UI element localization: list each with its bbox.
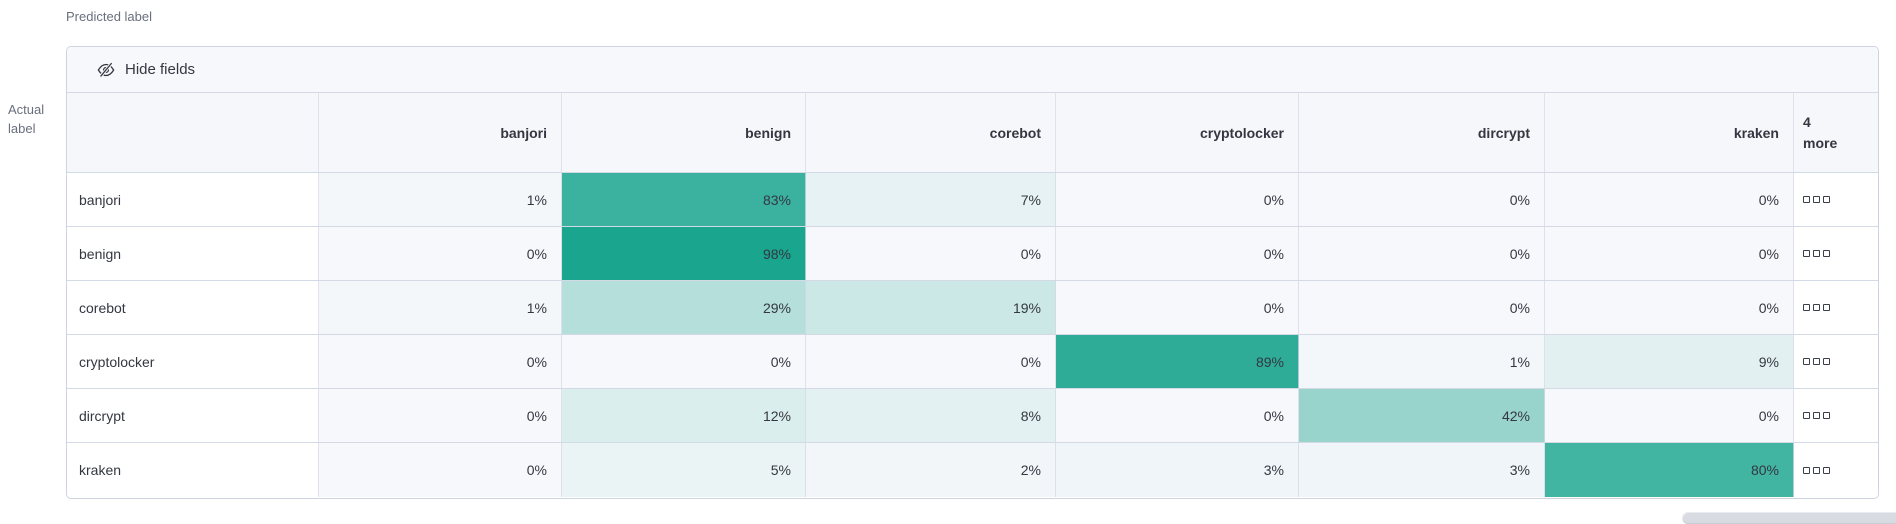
- column-header-benign[interactable]: benign: [562, 93, 806, 172]
- row-overflow-cell[interactable]: [1794, 173, 1878, 226]
- row-label-cell[interactable]: kraken: [67, 443, 319, 497]
- confusion-matrix-grid: Hide fields banjori benign corebot cryptolo…: [66, 46, 1879, 499]
- column-header-corebot[interactable]: corebot: [806, 93, 1056, 172]
- matrix-cell[interactable]: 8%: [806, 389, 1056, 442]
- matrix-cell[interactable]: 0%: [319, 443, 562, 497]
- matrix-cell[interactable]: 0%: [806, 335, 1056, 388]
- row-overflow-cell[interactable]: [1794, 389, 1878, 442]
- matrix-cell[interactable]: 0%: [806, 227, 1056, 280]
- horizontal-scrollbar-thumb[interactable]: [1682, 512, 1896, 524]
- grid-toolbar: Hide fields: [67, 47, 1878, 93]
- matrix-cell[interactable]: 5%: [562, 443, 806, 497]
- matrix-rows: banjori 1% 83% 7% 0% 0% 0% benign 0% 98% 0% 0% 0% 0% c…: [67, 173, 1878, 497]
- matrix-row-banjori: banjori 1% 83% 7% 0% 0% 0%: [67, 173, 1878, 227]
- matrix-cell[interactable]: 2%: [806, 443, 1056, 497]
- hide-fields-button[interactable]: Hide fields: [87, 55, 205, 85]
- matrix-cell[interactable]: 1%: [1299, 335, 1545, 388]
- boxes-horizontal-icon: [1803, 196, 1830, 203]
- matrix-cell[interactable]: 0%: [562, 335, 806, 388]
- matrix-cell[interactable]: 0%: [1056, 227, 1299, 280]
- row-label-cell[interactable]: benign: [67, 227, 319, 280]
- column-header-dircrypt[interactable]: dircrypt: [1299, 93, 1545, 172]
- matrix-cell[interactable]: 0%: [1299, 281, 1545, 334]
- matrix-row-kraken: kraken 0% 5% 2% 3% 3% 80%: [67, 443, 1878, 497]
- matrix-row-benign: benign 0% 98% 0% 0% 0% 0%: [67, 227, 1878, 281]
- corner-header-cell: [67, 93, 319, 172]
- row-overflow-cell[interactable]: [1794, 335, 1878, 388]
- matrix-cell[interactable]: 0%: [1056, 173, 1299, 226]
- column-header-kraken[interactable]: kraken: [1545, 93, 1794, 172]
- matrix-cell[interactable]: 0%: [1545, 227, 1794, 280]
- boxes-horizontal-icon: [1803, 250, 1830, 257]
- matrix-cell[interactable]: 12%: [562, 389, 806, 442]
- matrix-cell[interactable]: 19%: [806, 281, 1056, 334]
- matrix-cell[interactable]: 42%: [1299, 389, 1545, 442]
- matrix-cell[interactable]: 0%: [1056, 281, 1299, 334]
- matrix-cell[interactable]: 83%: [562, 173, 806, 226]
- boxes-horizontal-icon: [1803, 466, 1830, 474]
- matrix-cell[interactable]: 0%: [319, 335, 562, 388]
- row-overflow-cell[interactable]: [1794, 281, 1878, 334]
- matrix-cell[interactable]: 1%: [319, 281, 562, 334]
- column-header-more[interactable]: 4 more: [1794, 93, 1878, 172]
- row-label-cell[interactable]: corebot: [67, 281, 319, 334]
- matrix-cell[interactable]: 0%: [1545, 173, 1794, 226]
- matrix-row-corebot: corebot 1% 29% 19% 0% 0% 0%: [67, 281, 1878, 335]
- matrix-cell[interactable]: 7%: [806, 173, 1056, 226]
- matrix-cell[interactable]: 0%: [1545, 389, 1794, 442]
- matrix-cell[interactable]: 0%: [1299, 173, 1545, 226]
- matrix-cell[interactable]: 3%: [1056, 443, 1299, 497]
- matrix-cell[interactable]: 3%: [1299, 443, 1545, 497]
- matrix-cell[interactable]: 80%: [1545, 443, 1794, 497]
- boxes-horizontal-icon: [1803, 358, 1830, 365]
- matrix-cell[interactable]: 9%: [1545, 335, 1794, 388]
- hide-fields-label: Hide fields: [125, 61, 196, 78]
- matrix-cell[interactable]: 0%: [1056, 389, 1299, 442]
- row-label-cell[interactable]: dircrypt: [67, 389, 319, 442]
- matrix-cell[interactable]: 29%: [562, 281, 806, 334]
- matrix-cell[interactable]: 89%: [1056, 335, 1299, 388]
- predicted-label-axis: Predicted label: [66, 9, 152, 24]
- matrix-cell[interactable]: 98%: [562, 227, 806, 280]
- matrix-cell[interactable]: 0%: [1299, 227, 1545, 280]
- matrix-row-dircrypt: dircrypt 0% 12% 8% 0% 42% 0%: [67, 389, 1878, 443]
- column-header-banjori[interactable]: banjori: [319, 93, 562, 172]
- matrix-cell[interactable]: 0%: [319, 227, 562, 280]
- matrix-row-cryptolocker: cryptolocker 0% 0% 0% 89% 1% 9%: [67, 335, 1878, 389]
- matrix-cell[interactable]: 0%: [319, 389, 562, 442]
- matrix-cell[interactable]: 0%: [1545, 281, 1794, 334]
- boxes-horizontal-icon: [1803, 412, 1830, 419]
- row-label-cell[interactable]: cryptolocker: [67, 335, 319, 388]
- matrix-cell[interactable]: 1%: [319, 173, 562, 226]
- column-header-cryptolocker[interactable]: cryptolocker: [1056, 93, 1299, 172]
- row-overflow-cell[interactable]: [1794, 227, 1878, 280]
- more-columns-label: 4 more: [1803, 114, 1838, 151]
- column-header-row: banjori benign corebot cryptolocker dircrypt…: [67, 93, 1878, 173]
- eye-closed-icon: [97, 60, 115, 79]
- row-label-cell[interactable]: banjori: [67, 173, 319, 226]
- boxes-horizontal-icon: [1803, 304, 1830, 311]
- actual-label-axis: Actual label: [8, 102, 45, 136]
- row-overflow-cell[interactable]: [1794, 443, 1878, 497]
